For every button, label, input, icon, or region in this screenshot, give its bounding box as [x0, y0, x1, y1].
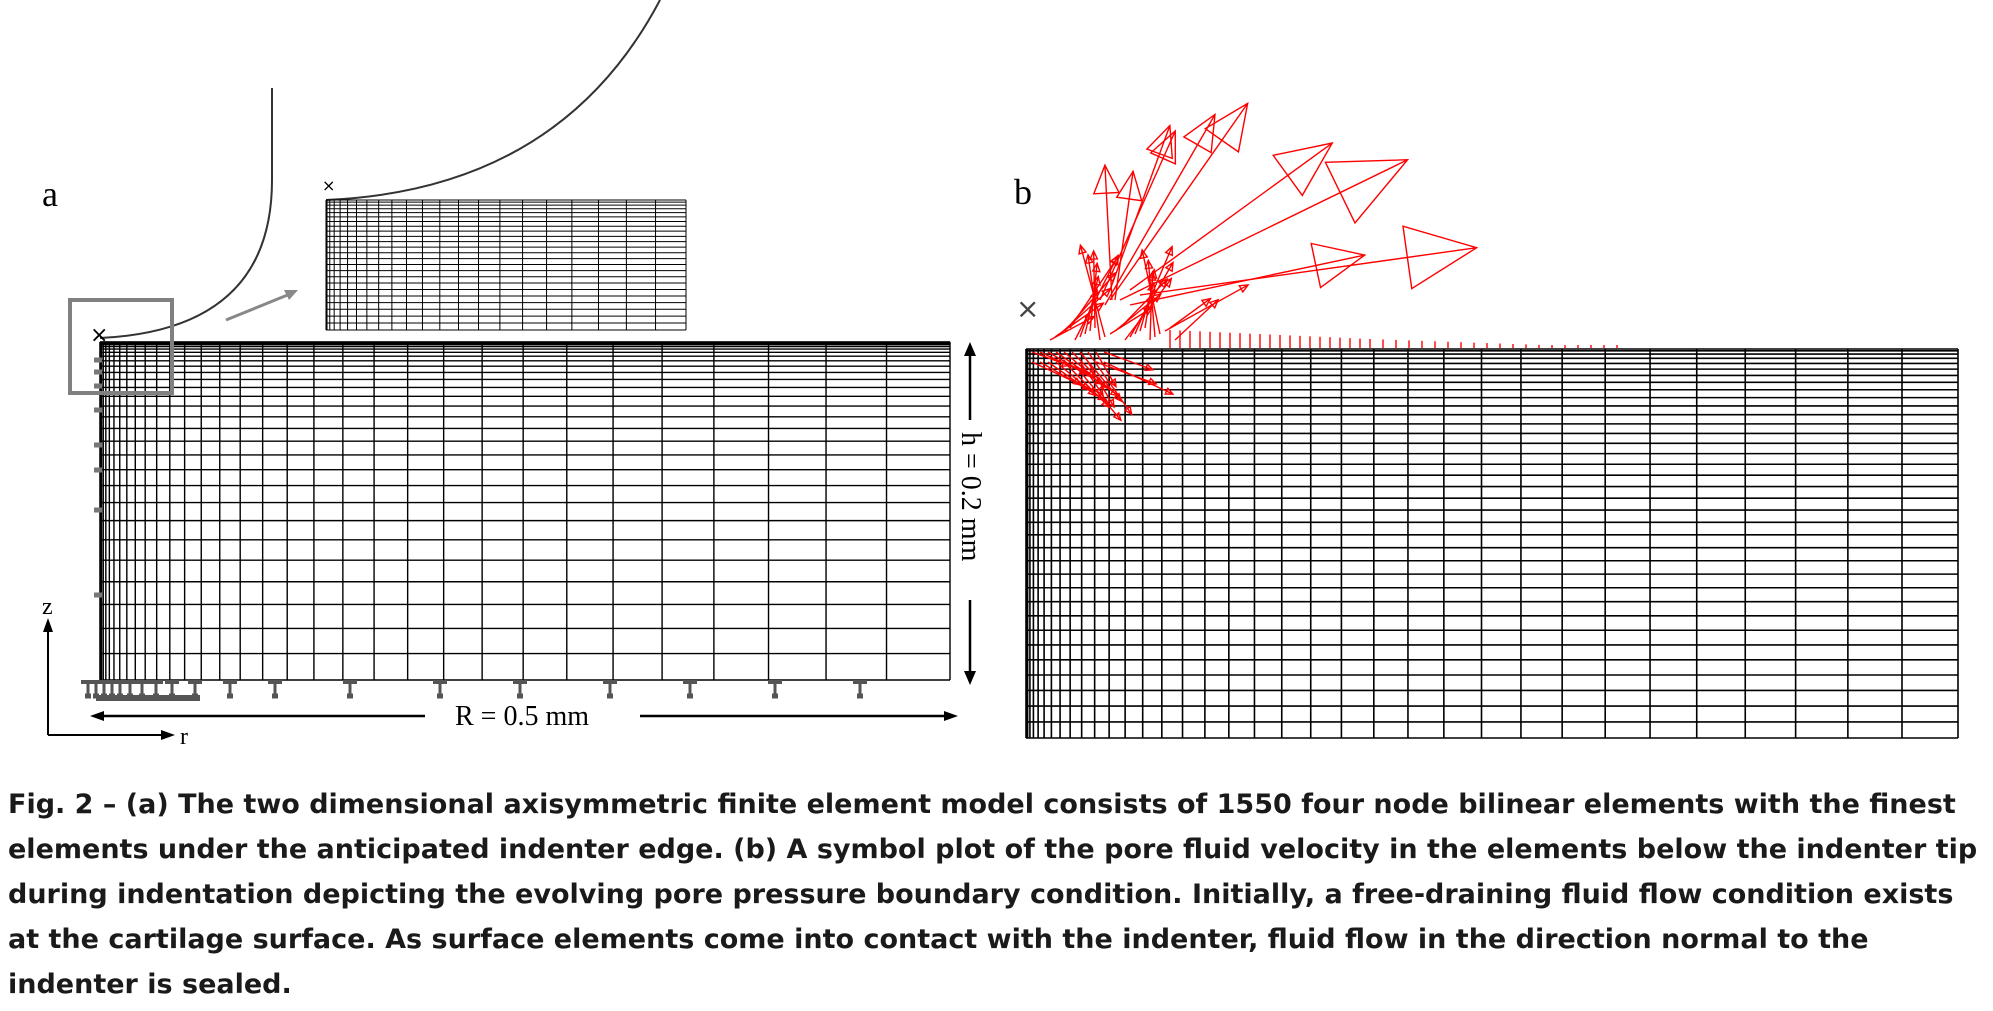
velocity-arrow — [1055, 361, 1097, 396]
panel-b-mesh — [1025, 348, 1959, 739]
r-axis-arrow — [48, 730, 175, 740]
inset-mesh-detail: × — [322, 0, 687, 331]
bottom-boundary-supports — [81, 680, 867, 701]
z-axis-label: z — [42, 594, 53, 620]
velocity-arrow-head — [1151, 292, 1163, 303]
velocity-arrow-head — [1208, 298, 1220, 310]
figure-2: a × × z r h = — [42, 0, 1959, 750]
velocity-arrow — [1064, 272, 1117, 332]
velocity-arrow-head — [1139, 248, 1149, 260]
inset-node-marker: × — [322, 176, 335, 195]
indenter-profile — [99, 88, 273, 339]
velocity-arrow-head — [1272, 142, 1334, 197]
velocity-arrow-head — [1238, 284, 1250, 294]
panel-a-label: a — [42, 174, 58, 214]
panel-b-label: b — [1014, 172, 1032, 212]
velocity-arrow — [1139, 246, 1477, 296]
velocity-arrow — [1129, 254, 1365, 306]
velocity-arrow — [1109, 103, 1249, 301]
velocity-arrow-head — [1144, 363, 1155, 372]
panel-b-velocity-plot: b × — [1014, 102, 1959, 739]
indenter-tip-marker-b: × — [1016, 292, 1039, 325]
velocity-arrow — [1071, 351, 1110, 390]
velocity-arrow-head — [1144, 258, 1154, 270]
axis-boundary-markers — [94, 357, 102, 598]
velocity-arrow-head — [1182, 112, 1216, 154]
height-dimension-arrow — [964, 342, 976, 685]
velocity-arrow — [1092, 250, 1096, 329]
velocity-arrow-head — [1091, 261, 1101, 273]
velocity-arrow-head — [1092, 163, 1121, 195]
velocity-arrow-head — [1112, 411, 1122, 422]
velocity-arrow — [1063, 361, 1110, 408]
velocity-arrow-head — [1123, 405, 1133, 416]
velocity-arrow-head — [1100, 398, 1111, 409]
velocity-arrow — [1079, 351, 1122, 402]
velocity-arrow-head — [1110, 253, 1119, 266]
velocity-arrow-head — [1200, 297, 1212, 308]
r-axis-label: r — [180, 724, 188, 750]
radius-dimension-arrow — [90, 711, 958, 721]
inset-source-box — [68, 298, 174, 395]
velocity-arrow-head — [1324, 158, 1410, 225]
velocity-arrow-head — [1108, 377, 1117, 389]
velocity-arrow-head — [1095, 386, 1104, 397]
velocity-arrow-head — [1084, 253, 1094, 265]
velocity-arrow — [1084, 276, 1099, 335]
velocity-arrow — [1149, 272, 1154, 341]
velocity-arrow-head — [1078, 243, 1088, 255]
velocity-arrow-head — [1164, 261, 1174, 273]
velocity-arrow — [1087, 361, 1115, 408]
velocity-arrow-head — [1145, 123, 1174, 160]
velocity-arrow-head — [1402, 225, 1479, 290]
panel-a-fe-model: a × × z r h = — [42, 0, 986, 750]
velocity-arrow — [1147, 260, 1156, 338]
velocity-arrow-head — [1149, 129, 1177, 165]
velocity-arrow-head — [1115, 169, 1143, 202]
velocity-arrow-head — [1310, 242, 1367, 289]
velocity-arrow-head — [1164, 387, 1175, 395]
figure-caption: Fig. 2 – (a) The two dimensional axisymm… — [8, 789, 1978, 1000]
velocity-arrow-head — [1162, 277, 1173, 289]
radius-annotation: R = 0.5 mm — [455, 701, 589, 732]
height-annotation: h = 0.2 mm — [955, 432, 986, 562]
velocity-arrow-head — [1106, 398, 1115, 409]
velocity-arrow-head — [1203, 102, 1249, 154]
velocity-arrow — [1103, 361, 1174, 395]
velocity-arrow — [1134, 246, 1173, 335]
indenter-tip-marker: × — [90, 323, 108, 348]
velocity-arrow-head — [1089, 249, 1099, 260]
velocity-arrow — [1174, 299, 1219, 341]
velocity-arrow — [1087, 351, 1133, 415]
velocity-arrow — [1141, 249, 1161, 335]
panel-a-mesh — [99, 341, 951, 681]
pore-fluid-velocity-arrows — [1031, 102, 1618, 422]
velocity-arrow-head — [1100, 287, 1112, 298]
velocity-arrow-head — [1106, 271, 1117, 283]
velocity-arrow — [1164, 284, 1249, 332]
velocity-arrow — [1079, 245, 1106, 338]
inset-pointer-arrow — [225, 290, 298, 322]
velocity-arrow — [1103, 351, 1154, 371]
velocity-arrow — [1104, 114, 1216, 306]
velocity-arrow-head — [1164, 244, 1174, 257]
velocity-arrow-head — [1147, 270, 1157, 281]
velocity-arrow — [1114, 171, 1134, 301]
z-axis-arrow — [43, 618, 53, 735]
velocity-arrow — [1119, 159, 1408, 301]
